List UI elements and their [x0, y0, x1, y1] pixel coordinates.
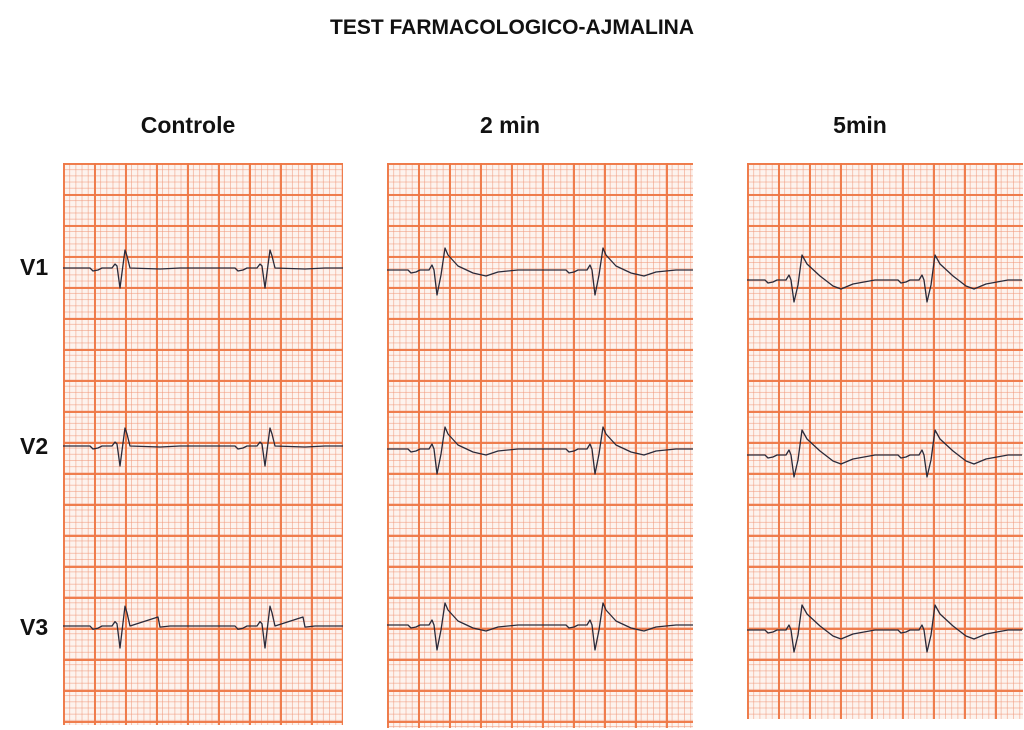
- ecg-trace-v1-control: [63, 249, 343, 289]
- column-label-5-min: 5min: [833, 112, 887, 138]
- ecg-trace-v2-late: [747, 429, 1022, 478]
- ecg-trace-v3-late: [747, 604, 1022, 653]
- lead-label-v2: V2: [20, 433, 49, 459]
- ecg-trace-v3-control: [63, 605, 343, 649]
- ecg-trace-v2-control: [63, 427, 343, 467]
- ecg-strip-2-min: [387, 163, 693, 728]
- figure-title: TEST FARMACOLOGICO-AJMALINA: [330, 16, 694, 39]
- column-label-controle: Controle: [140, 112, 236, 138]
- ecg-trace-v3-mid: [387, 602, 693, 651]
- lead-label-v1: V1: [20, 254, 49, 280]
- ecg-trace-v1-late: [747, 254, 1022, 303]
- column-label-2-min: 2 min: [479, 112, 541, 138]
- lead-label-v3: V3: [20, 614, 49, 640]
- ecg-trace-v1-mid: [387, 247, 693, 296]
- ecg-strip-controle: [63, 163, 343, 725]
- ecg-trace-v2-mid: [387, 426, 693, 475]
- ecg-strip-5-min: [747, 163, 1023, 719]
